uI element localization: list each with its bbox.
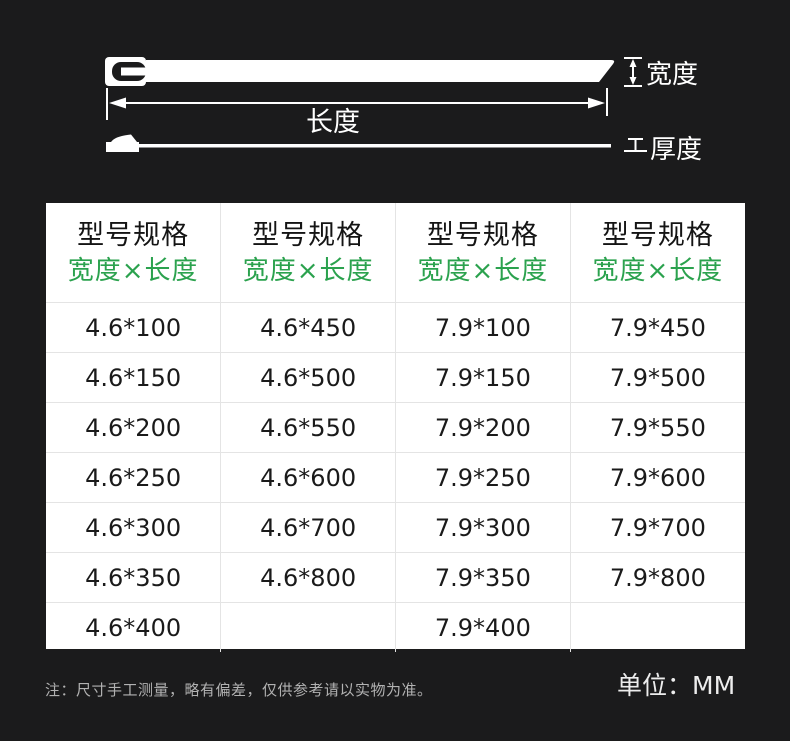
spec-cell: 7.9*500 bbox=[569, 352, 746, 403]
spec-cell: 4.6*550 bbox=[220, 402, 396, 453]
spec-cell: 4.6*450 bbox=[220, 302, 396, 353]
width-dimension-icon bbox=[624, 57, 642, 87]
column-header-subtitle: 宽度×长度 bbox=[592, 255, 724, 286]
spec-cell: 4.6*100 bbox=[45, 302, 222, 353]
spec-cell: 4.6*500 bbox=[220, 352, 396, 403]
table-row: 4.6*350 4.6*800 7.9*350 7.9*800 bbox=[45, 552, 746, 603]
measurement-footnote: 注：尺寸手工测量，略有偏差，仅供参考请以实物为准。 bbox=[45, 681, 433, 699]
length-label: 长度 bbox=[306, 107, 360, 138]
spec-table: 型号规格 宽度×长度 型号规格 宽度×长度 型号规格 宽度×长度 型号规格 宽度… bbox=[45, 202, 746, 653]
table-row: 4.6*150 4.6*500 7.9*150 7.9*500 bbox=[45, 352, 746, 403]
spec-column-header-4: 型号规格 宽度×长度 bbox=[569, 202, 746, 303]
spec-column-header-1: 型号规格 宽度×长度 bbox=[45, 202, 222, 303]
column-header-title: 型号规格 bbox=[426, 219, 539, 251]
table-row: 4.6*100 4.6*450 7.9*100 7.9*450 bbox=[45, 302, 746, 353]
width-label: 宽度 bbox=[646, 60, 698, 90]
spec-cell: 4.6*400 bbox=[45, 602, 222, 653]
cable-tie-top-view-icon bbox=[105, 57, 615, 86]
spec-cell: 7.9*400 bbox=[395, 602, 571, 653]
spec-cell: 4.6*250 bbox=[45, 452, 222, 503]
table-header-row: 型号规格 宽度×长度 型号规格 宽度×长度 型号规格 宽度×长度 型号规格 宽度… bbox=[45, 202, 746, 303]
spec-cell: 7.9*300 bbox=[395, 502, 571, 553]
table-row: 4.6*300 4.6*700 7.9*300 7.9*700 bbox=[45, 502, 746, 553]
spec-cell: 4.6*800 bbox=[220, 552, 396, 603]
spec-cell: 7.9*100 bbox=[395, 302, 571, 353]
spec-cell bbox=[569, 602, 746, 653]
spec-cell bbox=[220, 602, 396, 653]
length-dimension-icon bbox=[106, 88, 608, 120]
spec-column-header-3: 型号规格 宽度×长度 bbox=[395, 202, 571, 303]
table-row: 4.6*200 4.6*550 7.9*200 7.9*550 bbox=[45, 402, 746, 453]
spec-cell: 4.6*200 bbox=[45, 402, 222, 453]
dimension-diagram: 宽度 长度 厚度 bbox=[105, 57, 702, 165]
column-header-subtitle: 宽度×长度 bbox=[417, 255, 549, 286]
column-header-title: 型号规格 bbox=[601, 219, 714, 251]
column-header-title: 型号规格 bbox=[77, 219, 190, 251]
column-header-subtitle: 宽度×长度 bbox=[242, 255, 374, 286]
thickness-dimension-icon bbox=[624, 138, 647, 152]
table-row: 4.6*400 7.9*400 bbox=[45, 602, 746, 653]
column-header-title: 型号规格 bbox=[252, 219, 365, 251]
cable-tie-side-view-icon bbox=[106, 134, 611, 152]
spec-cell: 7.9*450 bbox=[569, 302, 746, 353]
spec-cell: 4.6*150 bbox=[45, 352, 222, 403]
column-header-subtitle: 宽度×长度 bbox=[67, 255, 199, 286]
spec-cell: 4.6*350 bbox=[45, 552, 222, 603]
spec-column-header-2: 型号规格 宽度×长度 bbox=[220, 202, 396, 303]
table-row: 4.6*250 4.6*600 7.9*250 7.9*600 bbox=[45, 452, 746, 503]
spec-cell: 7.9*700 bbox=[569, 502, 746, 553]
spec-cell: 4.6*600 bbox=[220, 452, 396, 503]
spec-table-container: 型号规格 宽度×长度 型号规格 宽度×长度 型号规格 宽度×长度 型号规格 宽度… bbox=[45, 202, 746, 653]
spec-cell: 4.6*700 bbox=[220, 502, 396, 553]
spec-cell: 7.9*550 bbox=[569, 402, 746, 453]
spec-cell: 7.9*350 bbox=[395, 552, 571, 603]
spec-cell: 7.9*250 bbox=[395, 452, 571, 503]
spec-cell: 7.9*150 bbox=[395, 352, 571, 403]
spec-cell: 7.9*800 bbox=[569, 552, 746, 603]
spec-cell: 7.9*600 bbox=[569, 452, 746, 503]
thickness-label: 厚度 bbox=[650, 135, 702, 165]
spec-cell: 7.9*200 bbox=[395, 402, 571, 453]
unit-label: 单位：MM bbox=[617, 671, 736, 700]
spec-cell: 4.6*300 bbox=[45, 502, 222, 553]
